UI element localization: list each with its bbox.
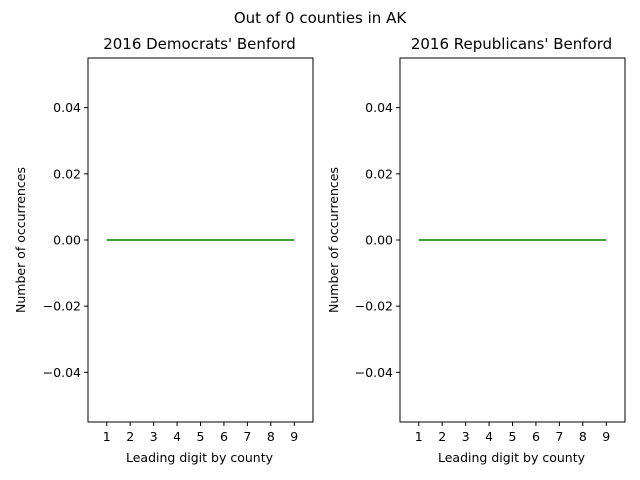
x-tick-label: 7 [243,429,251,444]
x-axis-label: Leading digit by county [126,450,274,465]
y-axis-label: Number of occurrences [326,167,341,313]
x-tick-label: 8 [579,429,587,444]
y-tick-label: 0.04 [53,100,81,115]
y-tick-label: −0.02 [355,299,393,314]
x-tick-label: 4 [485,429,493,444]
x-tick-label: 3 [462,429,470,444]
x-tick-label: 9 [290,429,298,444]
x-tick-label: 7 [555,429,563,444]
y-tick-label: 0.00 [365,233,393,248]
x-tick-label: 5 [197,429,205,444]
chart-title: 2016 Democrats' Benford [103,35,296,53]
republicans-benford-chart: 2016 Republicans' Benford Leading digit … [326,35,626,465]
x-tick-label: 2 [438,429,446,444]
x-tick-label: 1 [415,429,423,444]
x-tick-label: 6 [220,429,228,444]
y-tick-label: −0.02 [43,299,81,314]
x-tick-label: 3 [150,429,158,444]
x-tick-label: 1 [103,429,111,444]
y-tick-label: −0.04 [43,365,81,380]
x-tick-label: 9 [602,429,610,444]
chart-title: 2016 Republicans' Benford [411,35,612,53]
x-tick-label: 2 [126,429,134,444]
x-tick-label: 4 [173,429,181,444]
plot-area: 1 2 3 4 5 6 7 8 9 −0.04 −0.02 0.00 0.02 0.04 [43,57,314,444]
y-tick-label: 0.02 [53,166,81,181]
x-tick-label: 6 [532,429,540,444]
plot-area: 1 2 3 4 5 6 7 8 9 −0.04 −0.02 0.00 0.02 0.04 [355,57,626,444]
y-tick-label: 0.00 [53,233,81,248]
y-tick-label: −0.04 [355,365,393,380]
y-tick-label: 0.02 [365,166,393,181]
democrats-benford-chart: 2016 Democrats' Benford Leading digit by… [13,35,314,465]
y-axis-label: Number of occurrences [13,167,28,313]
x-tick-label: 5 [509,429,517,444]
x-axis-label: Leading digit by county [438,450,586,465]
figure-suptitle: Out of 0 counties in AK [234,9,408,27]
x-tick-label: 8 [267,429,275,444]
y-tick-label: 0.04 [365,100,393,115]
